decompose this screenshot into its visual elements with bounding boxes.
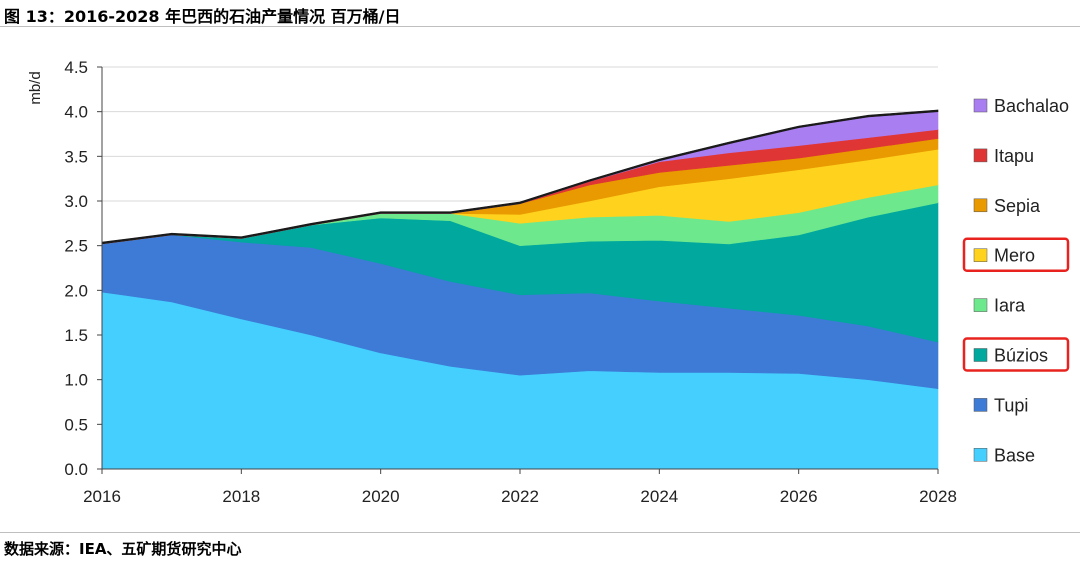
legend-swatch-iara [973, 298, 988, 312]
y-tick-label: 0.0 [64, 460, 88, 479]
y-tick-label: 3.0 [64, 192, 88, 211]
legend-highlight-mero [962, 237, 1070, 272]
x-tick-labels: 2016 2018 2020 2022 2024 2026 2028 [83, 469, 957, 506]
x-tick-label: 2024 [640, 487, 678, 506]
legend-label-mero: Mero [994, 246, 1035, 266]
y-tick-labels: 0.0 0.5 1.0 1.5 2.0 2.5 3.0 3.5 4.0 4.5 [64, 58, 102, 479]
y-tick-label: 4.0 [64, 103, 88, 122]
footer-rule [0, 532, 1080, 533]
title-rule [0, 26, 1080, 27]
source-note: 数据来源：IEA、五矿期货研究中心 [4, 540, 242, 558]
area-other [101, 109, 939, 245]
legend: Bachalao Itapu Sepia Mero Iara Búzios Tupi Base [962, 96, 1070, 465]
x-tick-label: 2018 [222, 487, 260, 506]
chart-title: 图 13：2016-2028 年巴西的石油产量情况 百万桶/日 [4, 7, 401, 26]
legend-label-tupi: Tupi [994, 395, 1028, 415]
x-tick-label: 2022 [501, 487, 539, 506]
legend-label-itapu: Itapu [994, 146, 1034, 166]
y-axis-label: mb/d [27, 71, 44, 104]
legend-label-iara: Iara [994, 296, 1026, 316]
legend-highlight-b-zios [962, 337, 1070, 372]
y-tick-label: 1.0 [64, 371, 88, 390]
legend-label-base: Base [994, 445, 1035, 465]
y-tick-label: 1.5 [64, 326, 88, 345]
legend-swatch-tupi [973, 398, 988, 412]
legend-swatch-itapu [973, 148, 988, 163]
legend-swatch-base [973, 448, 988, 462]
y-tick-label: 4.5 [64, 58, 88, 77]
x-tick-label: 2020 [362, 487, 400, 506]
legend-swatch-sepia [973, 198, 988, 213]
legend-swatch-b-zios [973, 348, 988, 362]
stacked-area-chart: 0.00.51.01.52.02.53.03.54.04.5 2016 2018 2… [27, 58, 1070, 506]
legend-label-bachalao: Bachalao [994, 96, 1069, 116]
x-tick-label: 2016 [83, 487, 121, 506]
legend-swatch-bachalao [973, 98, 988, 113]
y-tick-label: 3.5 [64, 147, 88, 166]
x-tick-label: 2028 [919, 487, 957, 506]
legend-swatch-mero [973, 248, 988, 262]
area-series [101, 109, 939, 470]
x-tick-label: 2026 [780, 487, 818, 506]
legend-label-b-zios: Búzios [994, 346, 1048, 366]
y-tick-label: 0.5 [64, 415, 88, 434]
legend-label-sepia: Sepia [994, 196, 1041, 216]
y-tick-label: 2.0 [64, 281, 88, 300]
y-tick-label: 2.5 [64, 237, 88, 256]
